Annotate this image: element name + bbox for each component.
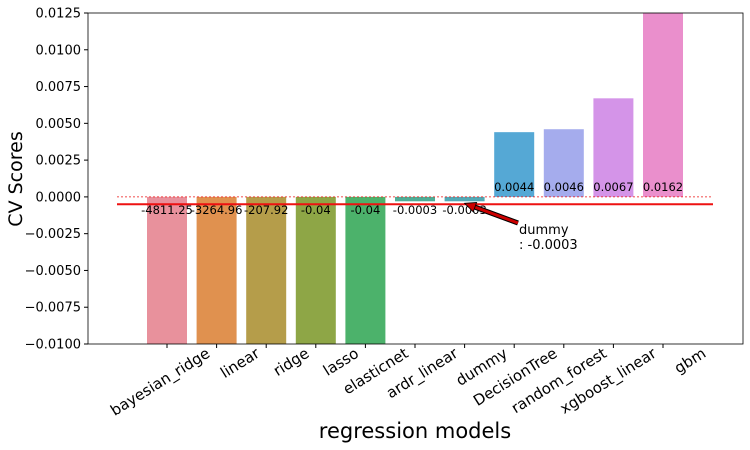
x-axis-title: regression models — [319, 419, 511, 443]
x-tick-label: gbm — [671, 344, 709, 377]
y-tick-label: 0.0050 — [36, 117, 82, 132]
annotation-arrow-shaft — [474, 205, 519, 225]
bar-value-label: -0.04 — [351, 203, 381, 217]
y-tick-label: 0.0000 — [36, 190, 82, 205]
bar-ridge — [246, 196, 287, 344]
y-tick-label: −0.0050 — [25, 264, 81, 279]
annotation-line1: dummy — [519, 223, 569, 238]
y-tick-label: 0.0075 — [36, 80, 82, 95]
bar-labels-group: -4811.25-3264.96 -207.92 -0.04 -0.04 -0.0003… — [141, 180, 683, 217]
bar-bayesian_ridge — [147, 196, 187, 344]
bar-dummy — [444, 196, 485, 202]
y-tick-label: 0.0100 — [36, 43, 82, 58]
bar-value-label: -0.04 — [301, 203, 331, 217]
bar-value-label: -0.0003 — [393, 203, 437, 217]
bar-value-label: 0.0067 — [593, 180, 633, 194]
x-tick-label: linear — [217, 344, 263, 382]
reference-lines — [117, 196, 713, 206]
y-tick-label: −0.0075 — [25, 301, 81, 316]
bar-ardr_linear — [395, 196, 435, 202]
bar-elasticnet — [345, 196, 386, 344]
bar-xgboost_linear — [593, 98, 634, 197]
bar-lasso — [295, 196, 336, 344]
y-axis: −0.0100 −0.0075 −0.0050 −0.0025 0.0000 0.0025… — [25, 7, 88, 353]
bar-value-label: -4811.25 — [141, 203, 193, 217]
x-tick-label: bayesian_ridge — [107, 344, 213, 420]
bar-value-label: -3264.96 — [191, 203, 243, 217]
y-axis-title: CV Scores — [5, 131, 27, 226]
bar-value-label: 0.0046 — [544, 180, 584, 194]
bar-DecisionTree — [494, 132, 535, 197]
bar-random_forest — [543, 129, 584, 197]
annotation-group: dummy: -0.0003 — [463, 201, 578, 253]
bar-linear — [196, 196, 237, 344]
y-tick-label: −0.0025 — [25, 227, 81, 242]
bar-value-label: 0.0162 — [643, 180, 683, 194]
bars-group — [147, 13, 683, 344]
bar-value-label: 0.0044 — [494, 180, 534, 194]
y-tick-label: 0.0125 — [36, 7, 82, 22]
annotation-line2: : -0.0003 — [519, 238, 578, 253]
y-tick-label: 0.0025 — [36, 154, 82, 169]
y-tick-label: −0.0100 — [25, 338, 81, 353]
bar-gbm — [643, 13, 683, 197]
plot-frame — [87, 12, 744, 345]
x-tick-label: ridge — [270, 344, 312, 380]
annotation-arrow-head — [463, 201, 478, 213]
bar-value-label: -207.92 — [244, 203, 288, 217]
